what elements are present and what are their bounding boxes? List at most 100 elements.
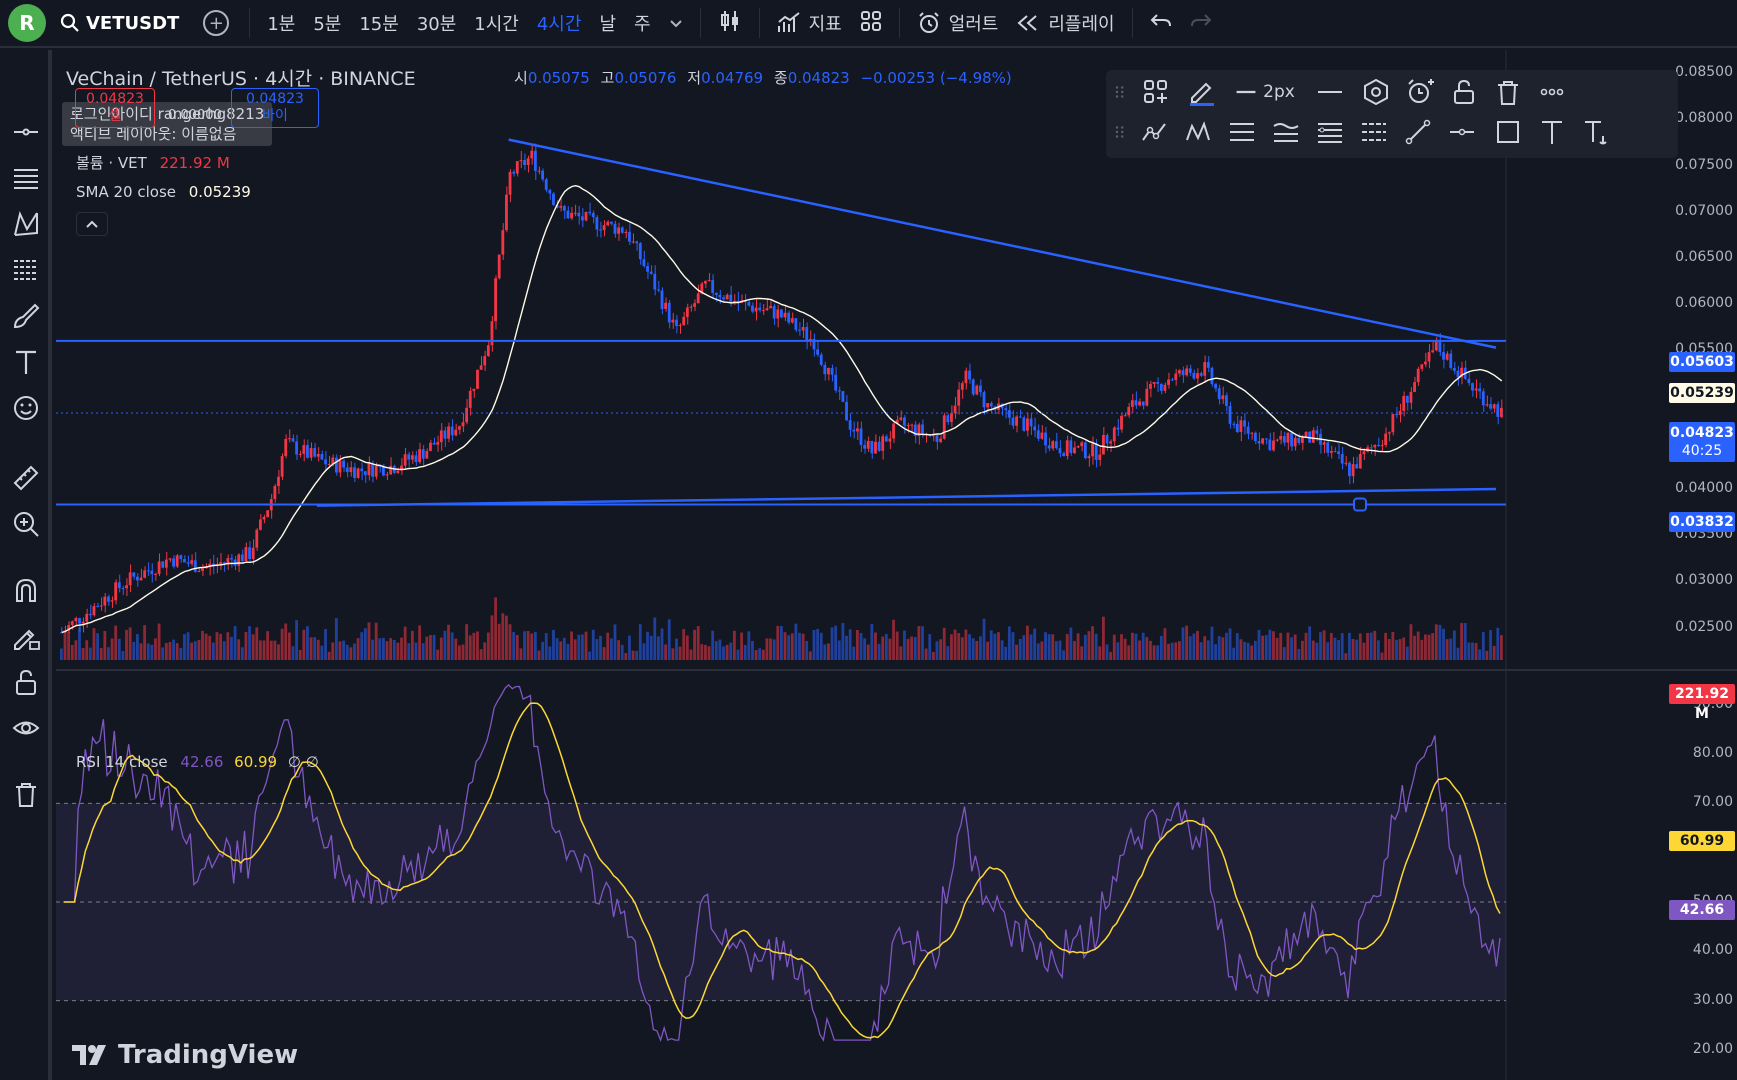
text-tool[interactable]: [8, 344, 44, 380]
timeframe-day[interactable]: 날: [599, 14, 616, 35]
volume-bar: [226, 632, 230, 660]
candle-body: [769, 306, 772, 309]
volume-bar: [186, 632, 190, 660]
tradingview-logo[interactable]: TradingView: [72, 1040, 298, 1070]
polyline-tool[interactable]: [1136, 116, 1172, 148]
candle-body: [1445, 353, 1449, 360]
candle-body: [837, 390, 841, 392]
line-color-button[interactable]: [1184, 76, 1220, 108]
lock-drawings-tool[interactable]: [8, 618, 44, 654]
collapse-legend-button[interactable]: [76, 212, 108, 236]
redo-button[interactable]: [1181, 12, 1221, 35]
xabcd-tool[interactable]: [1180, 116, 1216, 148]
volume-bar: [1253, 640, 1257, 660]
timeframe-dropdown[interactable]: [660, 13, 692, 34]
last-price: 0.04823: [1670, 425, 1734, 441]
volume-bar: [1026, 625, 1029, 660]
rectangle-tool[interactable]: [1490, 116, 1526, 148]
add-alert-button[interactable]: [1402, 76, 1438, 108]
line-width-button[interactable]: 2px: [1230, 76, 1300, 108]
volume-bar: [99, 647, 103, 660]
volume-bar: [1228, 628, 1232, 660]
timeframe-1m[interactable]: 1분: [267, 14, 296, 35]
timeframe-1h[interactable]: 1시간: [474, 14, 519, 35]
redo-icon: [1190, 13, 1212, 26]
hide-drawings-tool[interactable]: [8, 710, 44, 746]
trend-line-tool[interactable]: [1400, 116, 1436, 148]
lock-tool[interactable]: [8, 664, 44, 700]
drag-handle[interactable]: [1112, 76, 1128, 108]
parallel-channel-tool[interactable]: [1224, 116, 1260, 148]
volume-bar: [787, 635, 791, 660]
emoji-tool[interactable]: [8, 390, 44, 426]
lock-drawing-button[interactable]: [1446, 76, 1482, 108]
volume-bar: [454, 638, 458, 660]
fib-levels-icon: [1318, 123, 1342, 143]
candle-body: [1424, 361, 1427, 365]
volume-bar: [143, 625, 147, 660]
magnet-tool[interactable]: [8, 572, 44, 608]
regression-tool[interactable]: [1268, 116, 1304, 148]
candle-body: [1065, 440, 1069, 457]
drag-handle-row2[interactable]: [1112, 116, 1128, 148]
volume-bar: [168, 642, 172, 660]
volume-bar: [472, 632, 476, 660]
remove-drawing-button[interactable]: [1490, 76, 1526, 108]
layout-button[interactable]: [851, 10, 891, 37]
more-options-button[interactable]: [1534, 76, 1570, 108]
undo-button[interactable]: [1141, 12, 1181, 35]
volume-bar: [1297, 648, 1301, 660]
candle-body: [1196, 373, 1199, 379]
volume-bar: [1257, 629, 1261, 660]
delete-drawings-tool[interactable]: [8, 776, 44, 812]
lines-tool[interactable]: [8, 160, 44, 196]
volume-bar: [653, 617, 657, 660]
symbol-search[interactable]: VETUSDT: [60, 13, 179, 34]
alert-button[interactable]: 얼러트: [908, 10, 1008, 36]
candle-body: [1054, 441, 1058, 449]
volume-bar: [302, 629, 306, 660]
candle-body: [197, 570, 201, 572]
buy-button[interactable]: 0.04823 바이: [231, 88, 319, 128]
candle-body: [74, 618, 78, 622]
volume-bar: [953, 629, 957, 660]
add-favorite-tools-button[interactable]: [1138, 76, 1174, 108]
timeframe-5m[interactable]: 5분: [313, 14, 342, 35]
replay-button[interactable]: 리플레이: [1007, 10, 1123, 36]
timeframe-30m[interactable]: 30분: [416, 14, 457, 35]
line-style-button[interactable]: [1312, 76, 1348, 108]
volume-bar: [1416, 631, 1420, 660]
timeframe-week[interactable]: 주: [634, 14, 651, 35]
candle-body: [913, 424, 917, 436]
candle-body: [331, 457, 335, 464]
user-avatar[interactable]: R: [8, 4, 46, 42]
horizontal-ray-tool-2[interactable]: [1444, 116, 1480, 148]
volume-bar: [989, 630, 993, 660]
fib-tool[interactable]: [8, 252, 44, 288]
close-value: 0.04823: [787, 69, 850, 87]
fib-extension-tool[interactable]: [1356, 116, 1392, 148]
timeframe-15m[interactable]: 15분: [359, 14, 399, 35]
settings-button[interactable]: [1358, 76, 1394, 108]
zoom-tool[interactable]: [8, 506, 44, 542]
text-tool-2[interactable]: [1534, 116, 1570, 148]
volume-legend: 볼륨 · VET 221.92 M: [76, 152, 230, 173]
horizontal-ray-tool[interactable]: [8, 114, 44, 150]
volume-value: 221.92 M: [159, 154, 230, 172]
drag-handle-icon: [1115, 126, 1124, 138]
fib-retracement-tool[interactable]: [1312, 116, 1348, 148]
measure-tool[interactable]: [8, 460, 44, 496]
pattern-tool[interactable]: [8, 206, 44, 242]
chart-type-button[interactable]: [709, 9, 751, 38]
timeframe-4h[interactable]: 4시간: [536, 14, 582, 35]
candle-body: [863, 444, 867, 449]
sell-button[interactable]: 0.04823 셀: [75, 88, 155, 128]
brush-tool[interactable]: [8, 298, 44, 334]
candle-body: [1217, 388, 1221, 400]
undo-icon: [1150, 13, 1171, 26]
indicators-button[interactable]: 지표: [768, 10, 851, 36]
volume-bar: [1282, 647, 1286, 660]
chart-area[interactable]: VeChain / TetherUS · 4시간 · BINANCE 시0.05…: [56, 50, 1737, 1080]
anchored-text-tool[interactable]: [1578, 116, 1614, 148]
compare-symbol-button[interactable]: +: [203, 10, 230, 36]
